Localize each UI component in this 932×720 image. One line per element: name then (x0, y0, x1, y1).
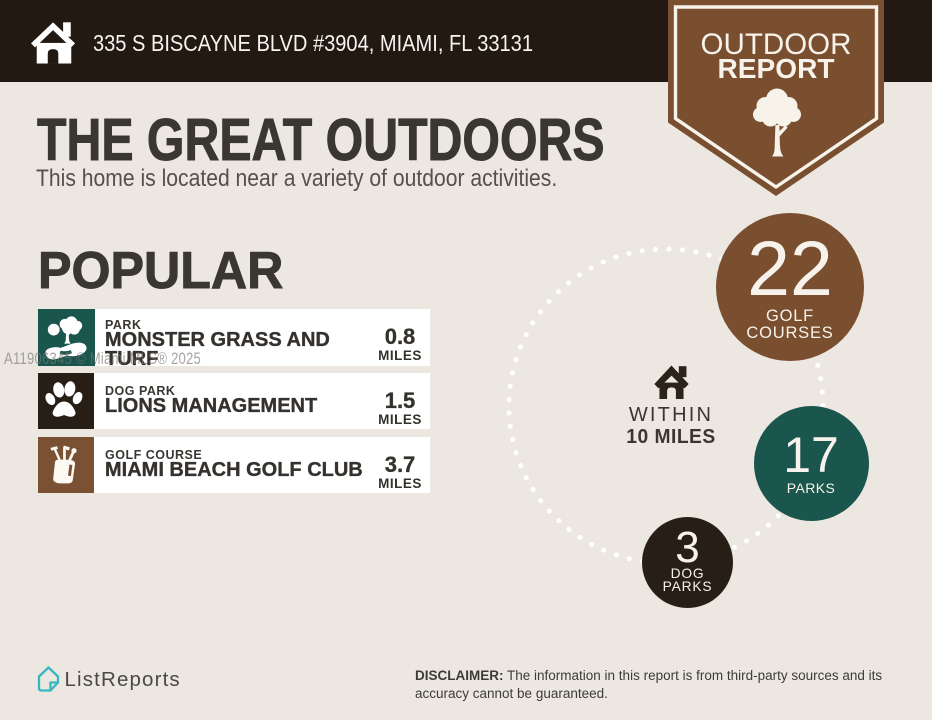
svg-text:REPORT: REPORT (718, 53, 835, 84)
svg-text:OUTDOOR: OUTDOOR (701, 28, 852, 61)
